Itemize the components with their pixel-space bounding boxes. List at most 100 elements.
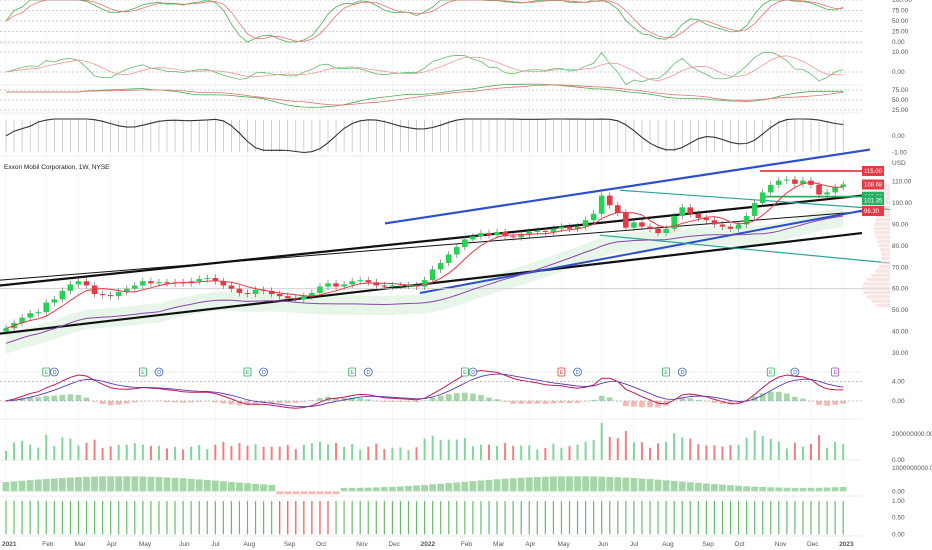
macd-histogram-bar [679, 397, 685, 401]
macd-histogram-bar [671, 400, 677, 402]
candle-body [204, 277, 211, 280]
volume-bar [367, 446, 370, 460]
earnings-event-icon[interactable] [831, 367, 840, 377]
y-tick-label: 100.00 [892, 200, 912, 207]
candle-body [293, 298, 299, 300]
earnings-event-icon[interactable] [662, 367, 670, 377]
candle-body [655, 228, 661, 234]
macd-histogram-bar [164, 400, 170, 403]
dividend-event-icon[interactable] [259, 367, 269, 377]
volume-bar [649, 447, 651, 460]
obv-bar [284, 491, 292, 495]
candle-body [389, 285, 396, 287]
candle-body [244, 292, 251, 295]
x-tick-label: Oct [316, 541, 326, 548]
obv-bar [67, 477, 74, 492]
earnings-event-icon[interactable] [766, 367, 775, 377]
volume-bar [101, 448, 104, 460]
candle-body [67, 284, 74, 291]
candle-body [421, 280, 428, 287]
macd-histogram-bar [437, 395, 444, 401]
volume-bar [842, 444, 845, 460]
earnings-event-icon[interactable] [243, 367, 252, 377]
obv-bar [598, 476, 606, 492]
chart-title: Exxon Mobil Corporation, 1W, NYSE [4, 164, 110, 171]
x-tick-label: Oct [735, 541, 745, 548]
volume-bar [415, 447, 418, 460]
price-tag [862, 195, 884, 206]
dividend-event-icon[interactable] [363, 367, 373, 377]
macd-histogram-bar [196, 400, 202, 402]
macd-histogram-bar [27, 397, 33, 401]
macd-histogram-bar [115, 400, 122, 405]
dividend-event-icon[interactable] [154, 367, 164, 377]
obv-bar [558, 476, 565, 492]
candle-body [140, 281, 146, 286]
dividend-event-icon[interactable] [49, 367, 59, 377]
candle-body [695, 213, 702, 219]
dividend-event-icon[interactable] [790, 367, 800, 377]
candle-body [156, 282, 162, 284]
volume-bar [785, 448, 788, 460]
volume-bar [608, 437, 611, 460]
candle-body [703, 218, 710, 221]
earnings-event-icon[interactable] [460, 367, 469, 377]
volume-bar [624, 431, 627, 460]
obv-bar [670, 480, 678, 492]
earnings-event-icon[interactable] [42, 367, 51, 377]
macd-histogram-bar [792, 396, 798, 401]
volume-bar [520, 445, 523, 460]
obv-bar [646, 479, 654, 492]
volume-bar [399, 447, 402, 460]
volume-bar [826, 447, 829, 460]
obv-bar [461, 481, 469, 492]
dividend-event-icon[interactable] [573, 367, 582, 377]
obv-bar [99, 476, 106, 492]
macd-histogram-bar [590, 399, 597, 401]
macd-histogram-bar [767, 391, 774, 401]
volume-bar [93, 439, 96, 460]
macd-histogram-bar [759, 393, 766, 401]
candle-body [341, 284, 347, 287]
candle-body [397, 285, 404, 287]
y-tick-label: 60.00 [892, 286, 909, 293]
obv-bar [42, 479, 50, 492]
x-tick-label: Sep [284, 541, 296, 548]
candle-body [840, 184, 846, 188]
earnings-event-icon[interactable] [348, 367, 357, 377]
volume-bar [769, 438, 772, 460]
candle-body [220, 281, 227, 286]
volume-profile-bar [882, 196, 890, 201]
candle-body [212, 277, 219, 282]
volume-bar [439, 439, 442, 460]
obv-bar [147, 476, 155, 492]
obv-bar [485, 479, 493, 492]
volume-profile-bar [877, 239, 890, 243]
dividend-event-icon[interactable] [677, 367, 687, 377]
y-tick-label: 1.00 [892, 498, 905, 505]
candle-body [164, 282, 170, 284]
volume-bar [455, 439, 458, 460]
price-tag [862, 179, 884, 190]
macd-histogram-bar [357, 398, 363, 401]
macd-histogram-bar [840, 400, 846, 404]
volume-profile-bar [880, 205, 890, 209]
macd-histogram-bar [172, 400, 178, 403]
earnings-event-icon[interactable] [557, 367, 566, 377]
dividend-event-icon[interactable] [468, 367, 478, 377]
macd-histogram-bar [123, 400, 130, 404]
volume-profile-bar [878, 265, 890, 269]
earnings-event-icon[interactable] [138, 367, 147, 377]
candle-body [196, 279, 202, 282]
volume-bar [77, 445, 80, 460]
x-tick-label: Aug [244, 541, 256, 548]
obv-bar [622, 477, 630, 492]
y-tick-label: 1000000000.00 [892, 465, 932, 472]
volume-profile-bar [881, 252, 890, 256]
volume-bar [407, 450, 410, 460]
obv-bar [477, 480, 485, 492]
volume-bar [246, 445, 249, 460]
macd-histogram-bar [454, 393, 460, 401]
macd-histogram-bar [647, 400, 653, 408]
